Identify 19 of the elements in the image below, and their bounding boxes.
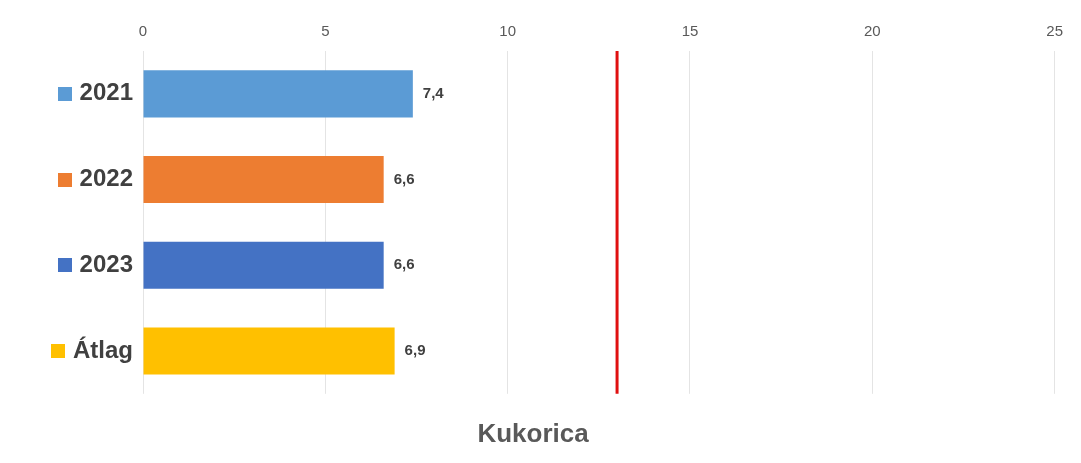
y-tick-label: 2021 [79,78,133,106]
data-label: 6,9 [404,341,426,359]
bar [143,155,384,204]
y-tick-label: 2023 [79,249,133,277]
bar [143,241,384,289]
data-label: 6,6 [393,255,415,273]
y-tick-label: 2022 [79,164,133,192]
x-tick-label: 25 [1046,22,1063,40]
bar [143,327,395,375]
text: Kukorica [477,417,590,448]
y-tick-label: Átlag [73,335,133,363]
x-tick-label: 20 [863,22,881,40]
bar [143,70,413,118]
x-tick-label: 0 [138,22,148,40]
x-tick-label: 10 [499,22,517,40]
data-label: 6,6 [393,169,415,187]
x-tick-label: 15 [681,22,699,40]
data-label: 7,4 [422,83,445,101]
x-tick-label: 5 [321,22,330,40]
